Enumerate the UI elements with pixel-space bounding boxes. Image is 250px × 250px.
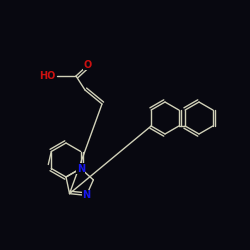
Text: N: N (77, 164, 85, 173)
Text: O: O (84, 60, 92, 70)
Text: HO: HO (38, 71, 55, 81)
Text: N: N (82, 190, 90, 200)
